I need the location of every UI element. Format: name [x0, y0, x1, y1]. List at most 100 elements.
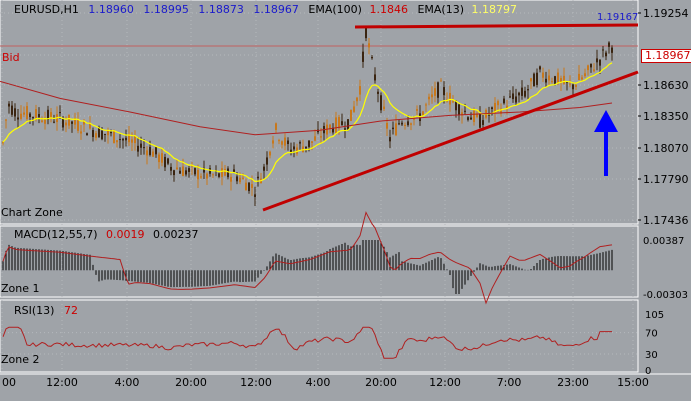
arrow-head [594, 110, 618, 132]
candle-body [518, 92, 520, 96]
candle-body [335, 117, 337, 133]
candle-body [155, 147, 157, 155]
candle-body [146, 150, 148, 156]
candle-body [320, 136, 322, 138]
candle-body [437, 82, 439, 98]
candle-body [497, 101, 499, 106]
candle-body [380, 95, 382, 111]
candle-body [245, 182, 247, 191]
candle-body [533, 73, 535, 87]
candle-body [26, 106, 28, 120]
candle-body [512, 93, 514, 100]
candle-body [161, 153, 163, 163]
candle-body [494, 102, 496, 114]
candle-body [470, 117, 472, 120]
candle-body [455, 101, 457, 111]
candle-body [353, 106, 355, 112]
rsi-tick-label: 70 [645, 329, 658, 340]
candle-body [287, 140, 289, 144]
candle-body [554, 76, 556, 84]
candle-body [296, 147, 298, 154]
candle-body [536, 72, 538, 85]
candle-body [251, 184, 253, 188]
candle-body [239, 177, 241, 183]
candle-body [443, 87, 445, 96]
candle-body [167, 158, 169, 164]
candle-body [491, 107, 493, 109]
candle-body [203, 167, 205, 173]
candle-body [434, 88, 436, 96]
panel-frame-1 [0, 225, 639, 298]
candle-body [218, 173, 220, 177]
candle-body [266, 157, 268, 165]
price-tick-label: 1.17436 [643, 214, 689, 227]
candle-body [224, 169, 226, 176]
candle-body [521, 87, 523, 96]
candle-body [104, 133, 106, 135]
candle-body [362, 51, 364, 62]
candle-body [32, 117, 34, 119]
candle-body [569, 83, 571, 85]
candle-body [230, 176, 232, 182]
time-tick-label: 20:00 [175, 376, 207, 389]
candle-body [179, 170, 181, 174]
price-tick-label: 1.18350 [643, 110, 689, 123]
candle-body [422, 111, 424, 116]
candle-body [170, 166, 172, 171]
candle-body [272, 140, 274, 144]
candle-body [173, 170, 175, 176]
candle-body [581, 77, 583, 80]
candle-body [602, 49, 604, 51]
candle-body [188, 168, 190, 172]
candle-body [101, 130, 103, 140]
candle-body [233, 169, 235, 173]
candle-body [398, 123, 400, 125]
candle-body [410, 123, 412, 125]
candle-body [308, 140, 310, 147]
candle-body [140, 143, 142, 148]
candle-body [278, 140, 280, 142]
candle-body [341, 121, 343, 126]
candle-body [374, 74, 376, 81]
candle-body [344, 128, 346, 131]
candle-body [41, 120, 43, 122]
resistance-trendline [354, 23, 639, 29]
candle-body [311, 141, 313, 143]
candle-body [275, 123, 277, 130]
candle-body [371, 57, 373, 59]
candle-body [461, 112, 463, 116]
candle-body [35, 109, 37, 120]
rsi-tick-label: 30 [645, 350, 658, 361]
candle-body [386, 122, 388, 129]
candle-body [515, 96, 517, 103]
candle-body [209, 168, 211, 174]
candle-body [389, 137, 391, 142]
candle-body [98, 127, 100, 138]
macd-signal-line [2, 211, 613, 305]
candle-body [473, 110, 475, 123]
ema13-line [2, 62, 613, 183]
candle-body [254, 194, 256, 197]
candle-body [197, 169, 199, 180]
candle-body [329, 124, 331, 130]
macd-tick-label: 0.00387 [643, 236, 684, 247]
price-tick-label: 1.18070 [643, 142, 689, 155]
candle-body [458, 104, 460, 116]
candle-body [428, 96, 430, 100]
candle-body [368, 43, 370, 48]
candle-body [431, 94, 433, 98]
candle-body [482, 120, 484, 125]
candle-body [479, 113, 481, 128]
price-tick-label: 1.18630 [643, 79, 689, 92]
rsi-tick-label: 0 [645, 366, 651, 377]
time-tick-label: 23:00 [557, 376, 589, 389]
candle-body [95, 133, 97, 138]
candle-body [128, 134, 130, 143]
candle-body [176, 167, 178, 170]
ema100-line [0, 80, 613, 136]
candle-body [557, 72, 559, 84]
candle-body [338, 117, 340, 129]
candle-body [257, 176, 259, 179]
